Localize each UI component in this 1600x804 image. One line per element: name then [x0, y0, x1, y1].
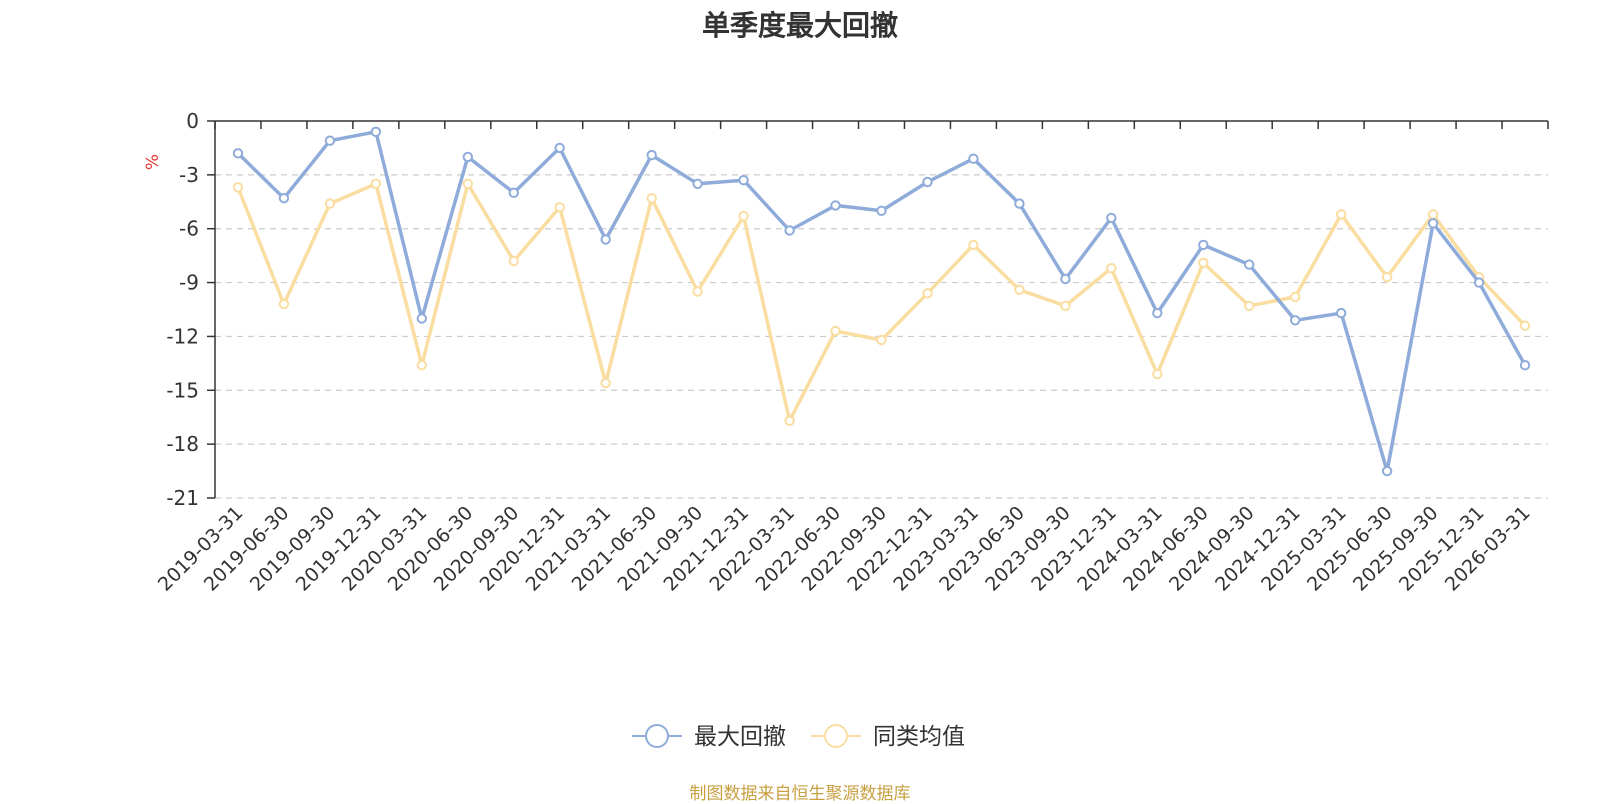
data-point[interactable]: [1290, 315, 1301, 326]
data-point[interactable]: [830, 325, 841, 337]
data-point[interactable]: [1198, 239, 1209, 251]
data-point[interactable]: [554, 202, 565, 213]
data-point[interactable]: [968, 239, 979, 251]
data-point[interactable]: [1519, 360, 1531, 371]
legend-label-1[interactable]: 同类均值: [873, 724, 965, 750]
data-point[interactable]: [1198, 257, 1209, 268]
data-point[interactable]: [1381, 465, 1393, 477]
series-line-1: [236, 182, 1527, 423]
grid-lines: [215, 174, 1548, 499]
data-point[interactable]: [278, 193, 290, 204]
chart-title: 单季度最大回撤: [701, 9, 898, 42]
data-point[interactable]: [324, 198, 336, 209]
data-point[interactable]: [876, 205, 887, 217]
y-tick-label: 0: [186, 109, 199, 133]
legend: 最大回撤 同类均值: [632, 724, 965, 750]
data-point[interactable]: [784, 415, 795, 426]
data-point[interactable]: [1060, 273, 1071, 285]
y-tick-label: -9: [179, 271, 199, 295]
data-point[interactable]: [968, 153, 979, 164]
data-point[interactable]: [1106, 263, 1117, 274]
data-point[interactable]: [462, 178, 473, 190]
data-point[interactable]: [1381, 272, 1393, 283]
data-point[interactable]: [1244, 259, 1255, 270]
data-point[interactable]: [646, 149, 657, 161]
data-point[interactable]: [370, 178, 382, 190]
data-point[interactable]: [600, 234, 611, 245]
axes: 0-3-6-9-12-15-18-212019-03-312019-06-302…: [154, 109, 1549, 596]
data-point[interactable]: [1427, 209, 1439, 220]
legend-label-0[interactable]: 最大回撤: [694, 724, 786, 750]
data-point[interactable]: [1014, 198, 1025, 209]
data-point[interactable]: [692, 286, 703, 297]
data-point[interactable]: [784, 225, 795, 236]
data-point[interactable]: [876, 334, 887, 346]
data-point[interactable]: [738, 210, 749, 222]
data-point[interactable]: [1060, 300, 1071, 312]
y-tick-label: -12: [166, 324, 199, 348]
series-lines: [232, 126, 1531, 477]
data-point[interactable]: [738, 175, 749, 186]
y-tick-label: -18: [166, 432, 199, 456]
y-tick-label: -21: [166, 486, 199, 510]
data-point[interactable]: [278, 298, 290, 310]
data-point[interactable]: [922, 176, 933, 188]
y-tick-label: -3: [179, 163, 199, 187]
data-point[interactable]: [692, 178, 703, 190]
source-note: 制图数据来自恒生聚源数据库: [689, 784, 911, 804]
data-point[interactable]: [232, 148, 244, 159]
y-tick-label: -15: [166, 378, 199, 402]
data-point[interactable]: [1336, 209, 1347, 220]
y-tick-label: -6: [179, 217, 199, 241]
legend-marker-0[interactable]: [645, 724, 669, 748]
data-point[interactable]: [1152, 307, 1163, 319]
data-point[interactable]: [1519, 320, 1531, 331]
data-point[interactable]: [1336, 307, 1347, 319]
data-point[interactable]: [646, 193, 657, 204]
data-point[interactable]: [600, 377, 611, 389]
data-point[interactable]: [1427, 218, 1439, 229]
data-point[interactable]: [1152, 368, 1163, 380]
data-point[interactable]: [462, 151, 473, 163]
series-line-0: [236, 130, 1527, 473]
data-point[interactable]: [232, 182, 244, 193]
data-point[interactable]: [1106, 212, 1117, 224]
data-point[interactable]: [922, 288, 933, 299]
data-point[interactable]: [1244, 300, 1255, 312]
data-point[interactable]: [1290, 291, 1301, 303]
data-point[interactable]: [830, 200, 841, 211]
data-point[interactable]: [1014, 284, 1025, 295]
data-point[interactable]: [324, 135, 336, 146]
y-axis-unit-label: %: [143, 154, 163, 170]
data-point[interactable]: [508, 187, 519, 199]
data-point[interactable]: [416, 360, 427, 371]
data-point[interactable]: [1473, 277, 1485, 288]
legend-marker-1[interactable]: [824, 724, 848, 748]
data-point[interactable]: [554, 142, 565, 154]
data-point[interactable]: [416, 313, 427, 324]
data-point[interactable]: [370, 126, 382, 138]
data-point[interactable]: [508, 255, 519, 267]
